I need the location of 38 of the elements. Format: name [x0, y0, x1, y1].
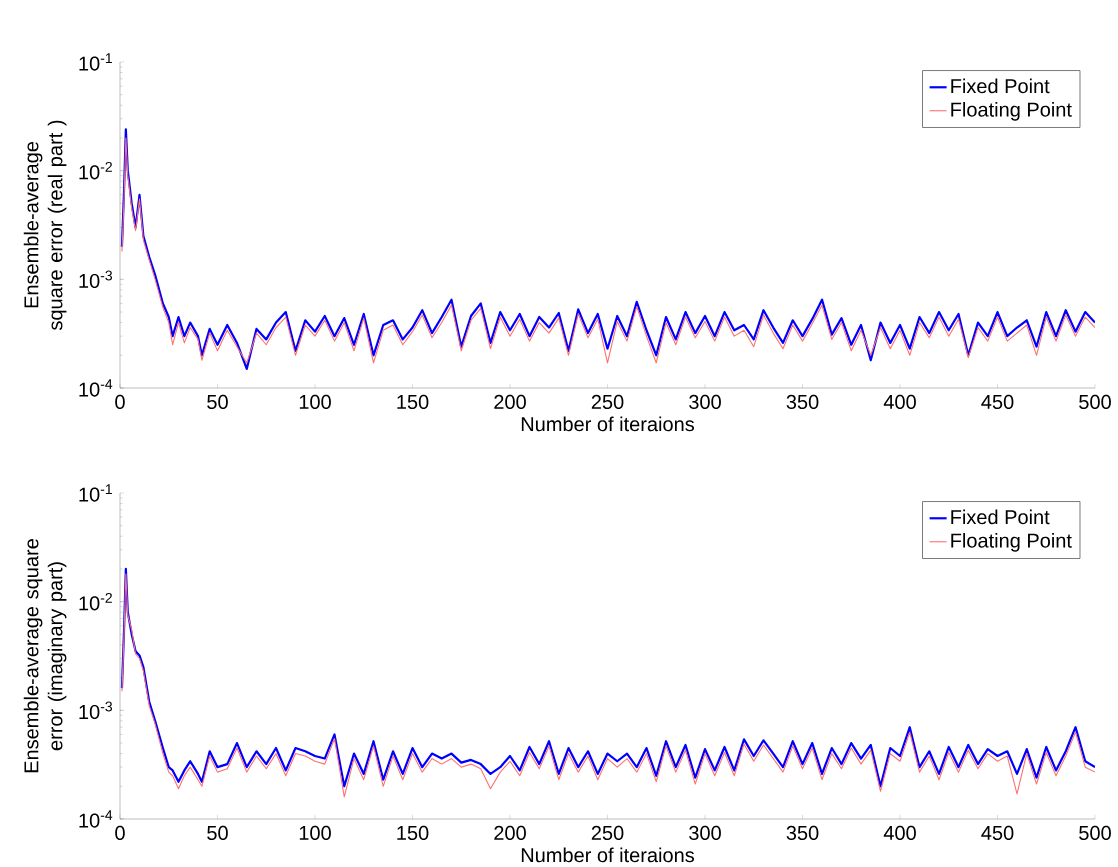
x-tick-label: 250: [591, 394, 624, 410]
x-tick-label: 400: [883, 394, 916, 410]
x-tick-label: 150: [397, 825, 429, 841]
x-tick-label: 300: [689, 825, 721, 841]
y-tick-label: 10$^{-3}$: [79, 701, 113, 720]
x-tick-label: 500: [1079, 394, 1111, 410]
legend-label: Floating Point: [951, 102, 1072, 121]
y-tick-label: 10$^{-4}$: [79, 379, 113, 397]
x-tick-label: 100: [299, 394, 331, 410]
x-tick-label: 100: [299, 825, 331, 841]
x-tick-label: 50: [207, 825, 228, 841]
x-tick-label: 300: [689, 394, 721, 410]
x-tick-label: 200: [494, 825, 526, 841]
x-tick-label: 0: [115, 394, 125, 410]
y-axis-title: Ensemble-average square error (real part ): [23, 120, 67, 331]
y-tick-label: 10$^{-1}$: [79, 484, 112, 502]
x-axis-title: Number of iteraions: [521, 416, 694, 432]
legend-label: Floating Point: [951, 533, 1072, 552]
x-tick-label: 200: [494, 394, 526, 410]
x-tick-label: 350: [786, 825, 819, 841]
x-tick-label: 450: [981, 394, 1014, 410]
legend-label: Fixed Point: [951, 509, 1050, 525]
x-tick-label: 400: [883, 825, 916, 841]
y-tick-label: 10$^{-4}$: [79, 810, 113, 828]
y-tick-label: 10$^{-3}$: [79, 270, 113, 289]
x-tick-label: 250: [591, 825, 624, 841]
x-tick-label: 50: [207, 394, 228, 410]
x-tick-label: 500: [1079, 825, 1111, 841]
x-tick-label: 450: [981, 825, 1014, 841]
y-tick-label: 10$^{-2}$: [79, 592, 112, 611]
legend-label: Fixed Point: [951, 78, 1050, 94]
y-tick-label: 10$^{-2}$: [79, 161, 112, 180]
x-tick-label: 150: [397, 394, 429, 410]
y-axis-title: Ensemble-average square error (imaginary part): [23, 539, 67, 773]
x-tick-label: 0: [115, 825, 125, 841]
x-tick-label: 350: [786, 394, 819, 410]
y-tick-label: 10$^{-1}$: [79, 53, 112, 71]
x-axis-title: Number of iteraions: [521, 847, 694, 863]
